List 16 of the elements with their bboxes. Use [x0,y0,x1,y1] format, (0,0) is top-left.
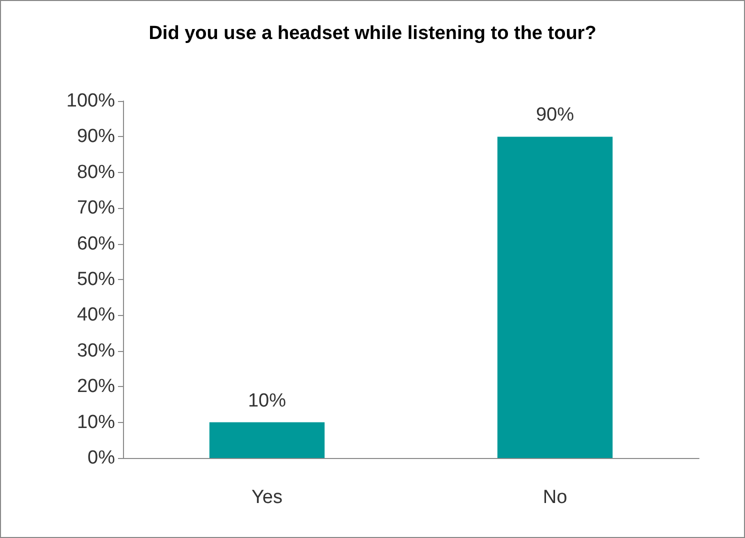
y-tick-label: 70% [76,198,116,219]
y-tick-label: 20% [76,376,116,398]
x-tick-label: Yes [252,487,282,508]
data-label: 90% [536,104,574,126]
y-tick-label: 40% [76,304,116,326]
y-tick-label: 80% [76,162,116,183]
y-tick-label: 50% [76,269,116,290]
y-tick-label: 30% [76,340,116,362]
data-label: 10% [248,390,286,412]
y-tick-label: 60% [76,233,116,254]
chart-title: Did you use a headset while listening to the tour? [148,23,596,44]
y-tick-label: 100% [66,90,116,112]
y-tick-label: 10% [76,412,116,433]
x-tick-label: No [542,487,568,508]
y-tick-label: 0% [88,448,116,468]
y-tick-label: 90% [76,126,116,148]
